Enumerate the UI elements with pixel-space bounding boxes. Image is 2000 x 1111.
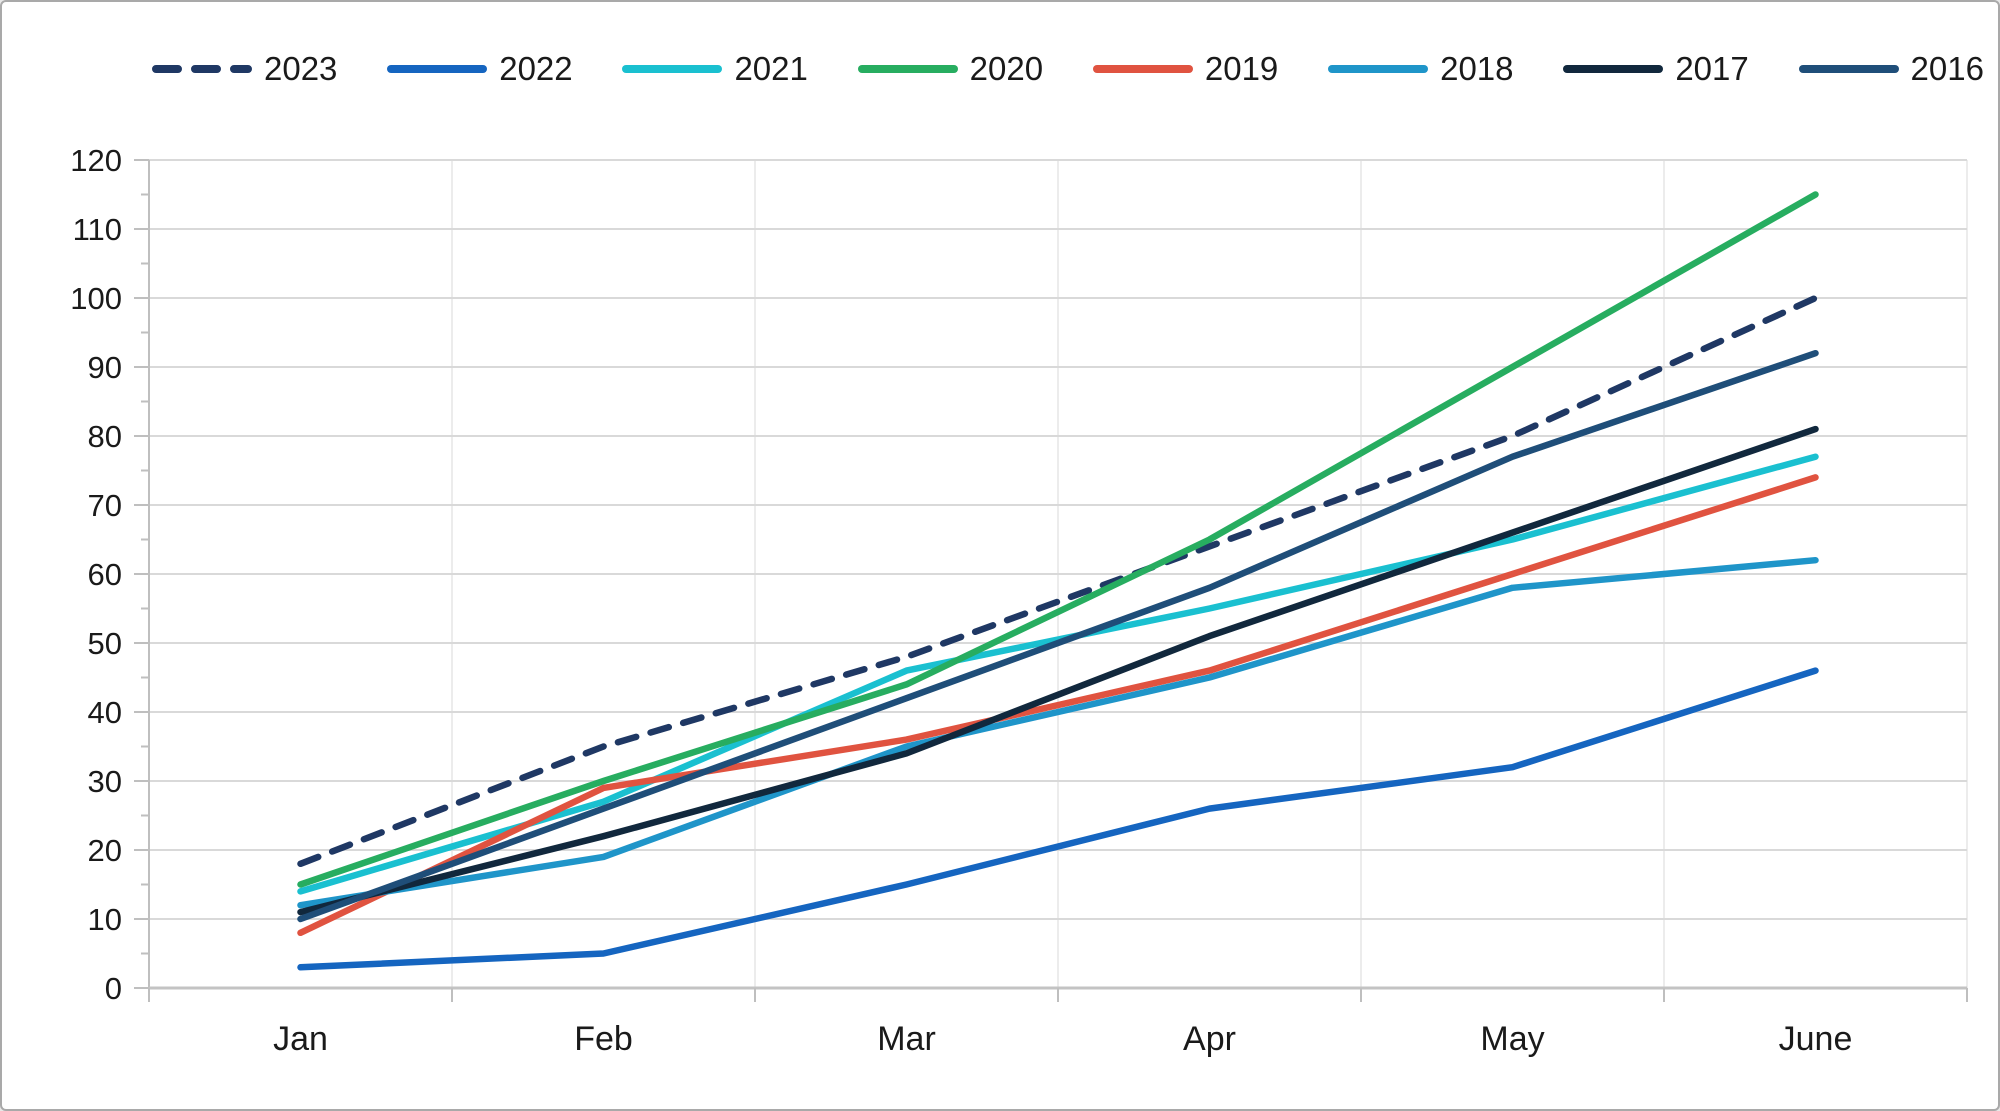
legend-swatch-2016 (1798, 64, 1899, 73)
y-axis-tick-label: 100 (70, 281, 122, 316)
legend-item-2022: 2022 (387, 50, 573, 87)
y-axis-tick-label: 80 (88, 419, 122, 454)
legend-label-2018: 2018 (1440, 50, 1514, 87)
x-axis-tick-label: Apr (1183, 1020, 1236, 1058)
x-axis-tick-label: Feb (574, 1020, 633, 1058)
legend-item-2020: 2020 (857, 50, 1044, 87)
y-axis-tick-label: 110 (73, 212, 122, 247)
legend-swatch-2022 (387, 64, 488, 73)
chart-legend: 2023 2022 2021 2020 2019 2018 2017 2016 (152, 52, 1984, 85)
legend-swatch-2020 (857, 64, 958, 73)
legend-item-2019: 2019 (1092, 50, 1279, 87)
legend-swatch-2021 (622, 64, 723, 73)
y-axis-tick-label: 20 (88, 833, 122, 868)
y-axis-tick-label: 70 (88, 488, 122, 523)
y-axis-tick-label: 90 (88, 350, 122, 385)
x-axis-tick-label: May (1480, 1020, 1544, 1058)
y-axis-tick-label: 120 (70, 143, 122, 178)
series-line-2018 (297, 556, 1819, 909)
y-axis-tick-label: 10 (88, 902, 122, 937)
series-line-2020 (297, 191, 1819, 888)
x-axis-tick-label: Mar (877, 1020, 936, 1058)
y-axis-tick-label: 50 (88, 626, 122, 661)
legend-item-2017: 2017 (1563, 50, 1749, 87)
legend-swatch-2019 (1092, 64, 1193, 73)
y-axis-tick-label: 30 (88, 764, 122, 799)
legend-item-2023: 2023 (152, 52, 337, 85)
legend-item-2021: 2021 (622, 50, 808, 87)
legend-item-2018: 2018 (1328, 50, 1514, 87)
x-axis-tick-label: Jan (273, 1020, 328, 1058)
legend-label-2022: 2022 (499, 50, 573, 87)
y-axis-tick-label: 60 (88, 557, 122, 592)
legend-label-2023: 2023 (264, 50, 338, 87)
legend-label-2016: 2016 (1910, 50, 1984, 87)
legend-swatch-2017 (1563, 64, 1664, 73)
legend-label-2019: 2019 (1204, 50, 1279, 87)
series-line-2017 (297, 425, 1819, 916)
series-line-2022 (297, 667, 1819, 971)
legend-item-2016: 2016 (1798, 50, 1984, 87)
series-line-2019 (297, 474, 1819, 937)
y-axis-tick-label: 0 (105, 971, 122, 1006)
legend-label-2021: 2021 (734, 50, 808, 87)
legend-swatch-2023 (152, 64, 252, 73)
series-line-2023 (297, 294, 1819, 868)
legend-label-2017: 2017 (1675, 50, 1749, 87)
series-line-2016 (297, 349, 1819, 923)
legend-swatch-2018 (1328, 64, 1429, 73)
y-axis-tick-label: 40 (88, 695, 122, 730)
legend-label-2020: 2020 (969, 50, 1044, 87)
x-axis-tick-label: June (1779, 1020, 1853, 1058)
